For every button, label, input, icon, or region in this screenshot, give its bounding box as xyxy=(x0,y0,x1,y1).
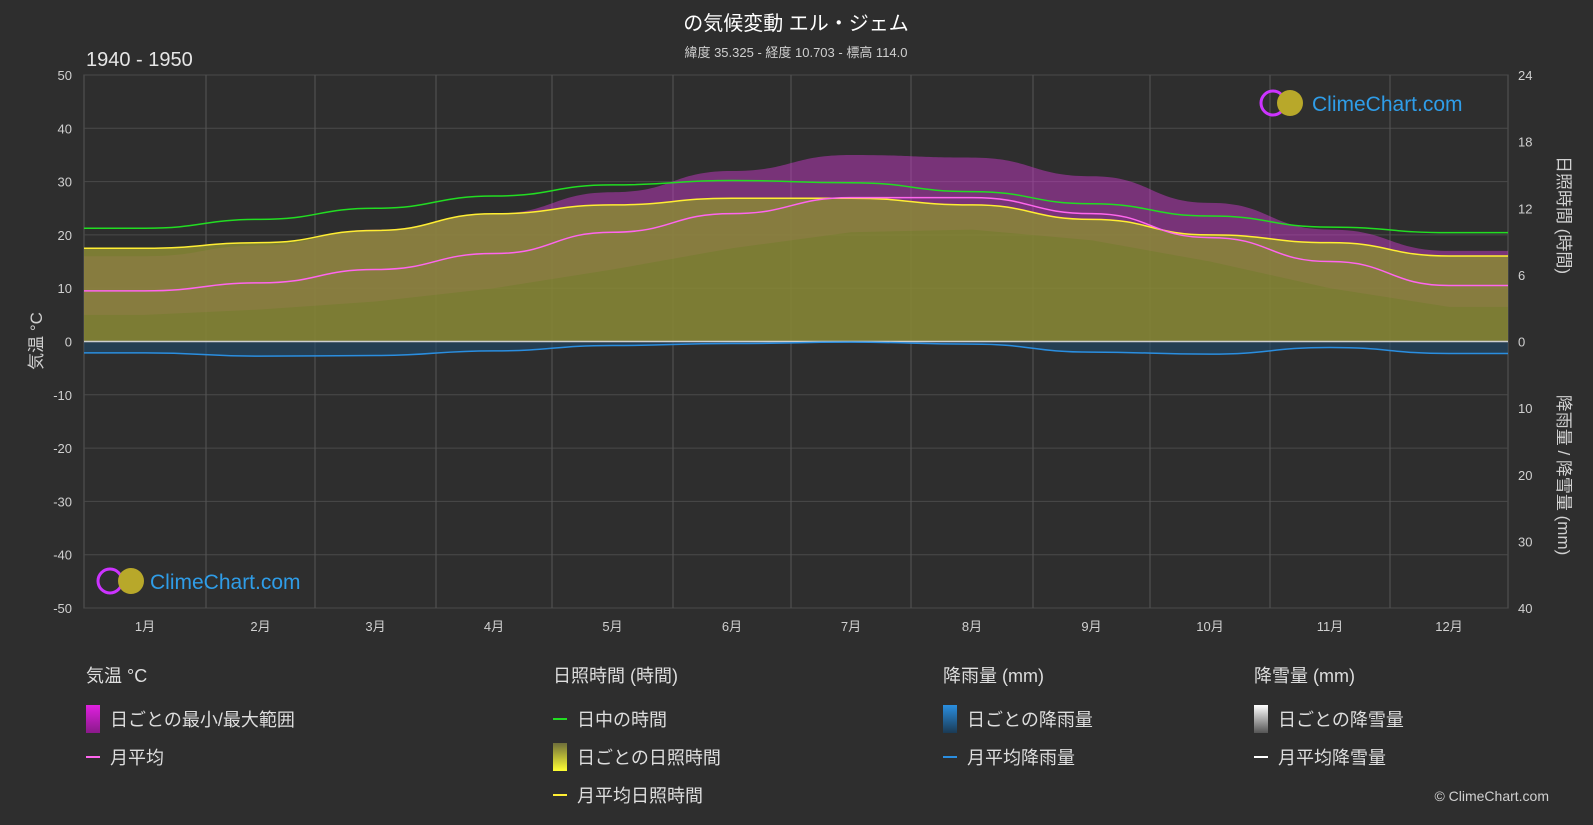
right-axis-ticks: 24 18 12 6 0 10 20 30 40 xyxy=(1518,68,1532,616)
series-lines xyxy=(83,179,1509,357)
right-tick-label: 40 xyxy=(1518,601,1532,616)
left-tick-label: -40 xyxy=(53,548,72,563)
left-tick-label: 50 xyxy=(58,68,72,83)
logo-sun-icon xyxy=(1277,90,1303,116)
logo-bottom[interactable]: ClimeChart.com xyxy=(96,567,301,595)
logo-text: ClimeChart.com xyxy=(150,571,301,594)
chart-subtitle: 緯度 35.325 - 経度 10.703 - 標高 114.0 xyxy=(684,45,907,60)
left-tick-label: -50 xyxy=(53,601,72,616)
sunshine-fill xyxy=(84,198,1508,342)
month-label: 2月 xyxy=(250,619,270,634)
left-tick-label: 0 xyxy=(65,335,72,350)
right-tick-label: 10 xyxy=(1518,401,1532,416)
month-label: 8月 xyxy=(962,619,982,634)
daylight-line xyxy=(84,179,1508,234)
left-axis-label: 気温 °C xyxy=(27,312,46,370)
sunshine-area xyxy=(84,198,1508,342)
month-axis-labels: 1月 2月 3月 4月 5月 6月 7月 8月 9月 10月 11月 12月 xyxy=(135,619,1463,634)
chart-title: の気候変動 エル・ジェム xyxy=(683,12,909,35)
right-axis-bottom-label: 降雨量 / 降雪量 (mm) xyxy=(1554,395,1573,556)
sunshine-avg-line xyxy=(83,197,1508,257)
month-label: 7月 xyxy=(841,619,861,634)
logo-top[interactable]: ClimeChart.com xyxy=(1259,89,1463,117)
left-tick-label: 40 xyxy=(58,121,72,136)
right-tick-label: 6 xyxy=(1518,268,1525,283)
period-label: 1940 - 1950 xyxy=(86,49,193,71)
left-tick-label: -10 xyxy=(53,388,72,403)
right-tick-label: 0 xyxy=(1518,335,1525,350)
left-tick-label: -30 xyxy=(53,494,72,509)
left-axis-ticks: 50 40 30 20 10 0 -10 -20 -30 -40 -50 xyxy=(53,68,72,616)
month-label: 3月 xyxy=(365,619,385,634)
logo-text: ClimeChart.com xyxy=(1312,93,1463,116)
month-label: 11月 xyxy=(1317,619,1344,634)
temperature-avg-line xyxy=(84,196,1508,292)
left-tick-label: 30 xyxy=(58,175,72,190)
right-tick-label: 18 xyxy=(1518,135,1532,150)
month-label: 12月 xyxy=(1435,619,1462,634)
copyright: © ClimeChart.com xyxy=(1434,788,1549,804)
month-label: 9月 xyxy=(1081,619,1101,634)
rain-avg-line xyxy=(84,341,1509,357)
month-label: 10月 xyxy=(1196,619,1223,634)
left-tick-label: 10 xyxy=(58,281,72,296)
right-tick-label: 30 xyxy=(1518,534,1532,549)
right-tick-label: 24 xyxy=(1518,68,1532,83)
right-axis-top-label: 日照時間 (時間) xyxy=(1554,156,1573,274)
left-tick-label: -20 xyxy=(53,441,72,456)
month-label: 4月 xyxy=(484,619,504,634)
logo-sun-icon xyxy=(118,568,144,594)
right-tick-label: 12 xyxy=(1518,201,1532,216)
left-tick-label: 20 xyxy=(58,228,72,243)
month-label: 6月 xyxy=(722,619,742,634)
month-label: 1月 xyxy=(135,619,155,634)
month-label: 5月 xyxy=(602,619,622,634)
right-tick-label: 20 xyxy=(1518,468,1532,483)
